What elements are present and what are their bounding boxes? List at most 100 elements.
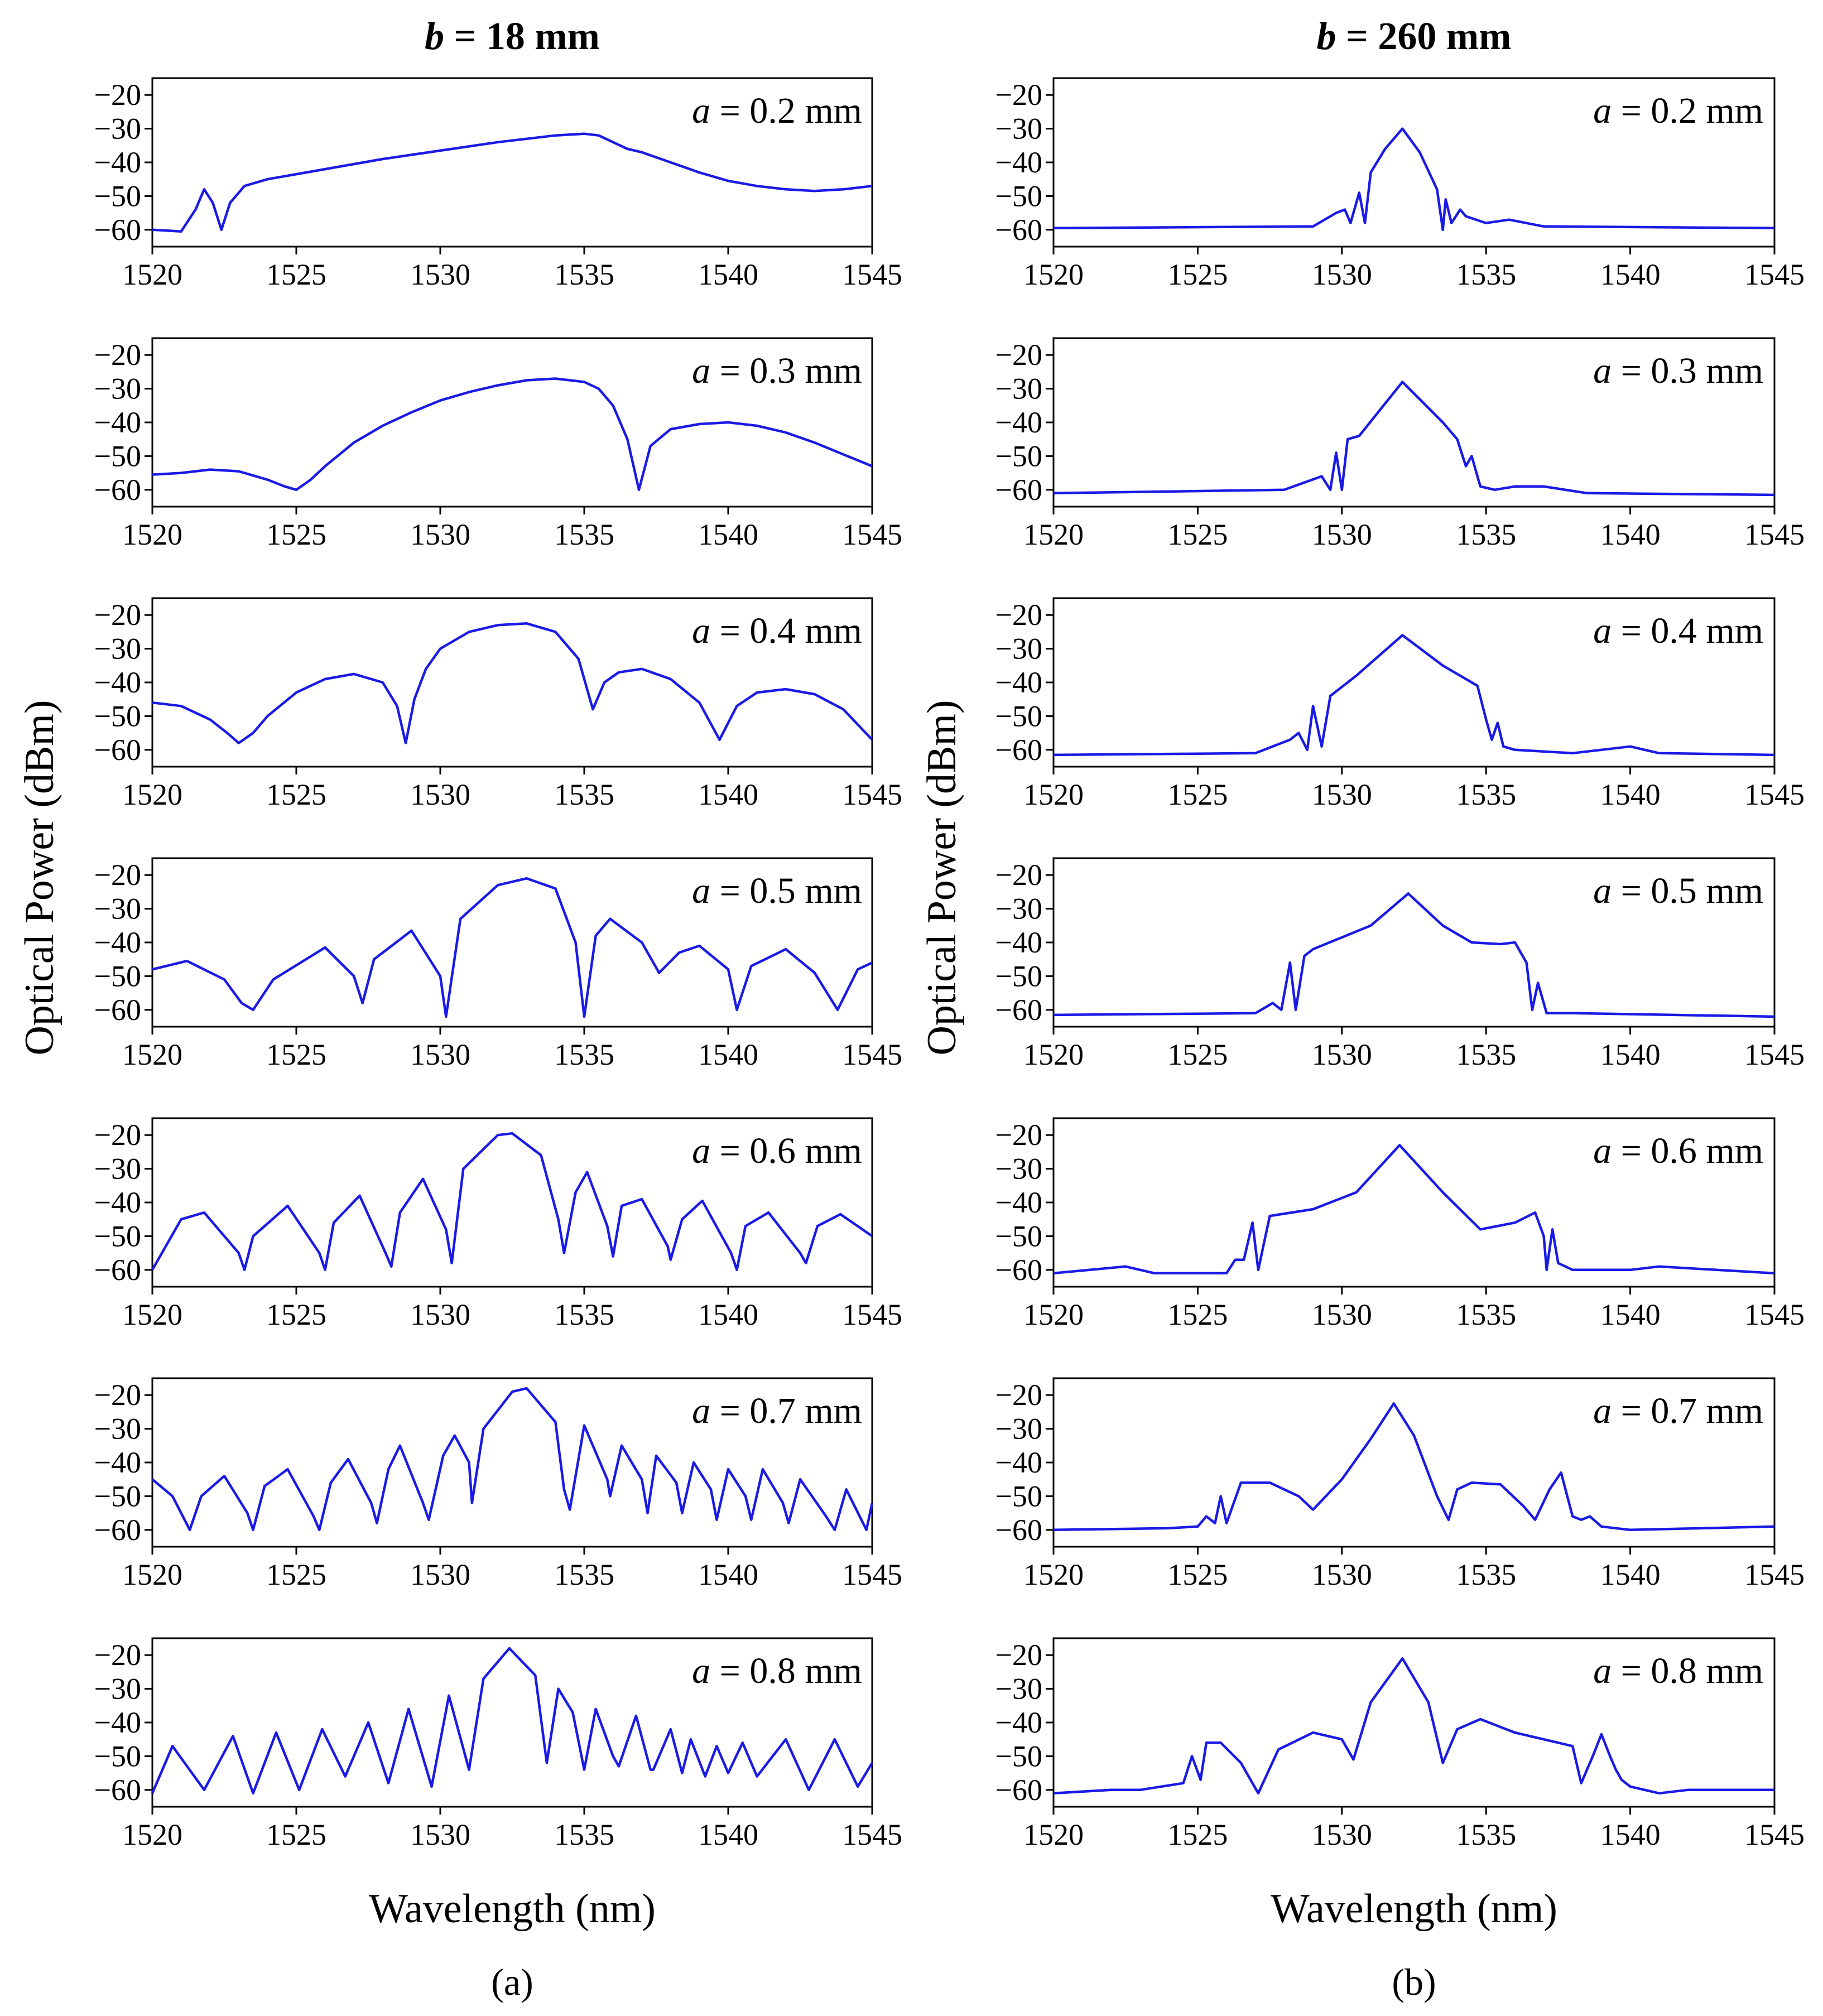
y-tick-label: −60 (995, 1773, 1042, 1807)
y-tick-label: −50 (995, 1739, 1042, 1773)
subplot-label: a = 0.3 mm (1593, 350, 1763, 391)
x-tick-label: 1545 (842, 518, 902, 551)
y-tick-label: −20 (995, 78, 1042, 112)
y-tick-label: −20 (995, 338, 1042, 372)
y-tick-label: −40 (94, 1706, 141, 1739)
series-line (152, 622, 873, 744)
subplot-label: a = 0.5 mm (692, 870, 862, 911)
y-tick-label: −60 (94, 1513, 141, 1547)
x-tick-label: 1545 (1744, 518, 1805, 551)
subplot-variable: a (692, 1390, 710, 1431)
y-tick-label: −20 (94, 1638, 141, 1672)
y-tick-label: −20 (94, 858, 141, 892)
subplot-value: = 0.5 mm (1612, 870, 1763, 911)
subplot-value: = 0.3 mm (1612, 350, 1763, 391)
y-tick-label: −40 (94, 1446, 141, 1479)
x-axis-title: Wavelength (nm) (369, 1886, 656, 1932)
x-tick-label: 1535 (554, 518, 614, 551)
x-tick-label: 1520 (1023, 1558, 1084, 1591)
subplot-variable: a (692, 1651, 710, 1691)
subplot-label: a = 0.7 mm (692, 1390, 862, 1431)
y-tick-label: −40 (94, 926, 141, 959)
series-line (152, 377, 873, 492)
x-tick-label: 1540 (698, 778, 758, 811)
subplot-variable: a (692, 1130, 710, 1171)
x-tick-label: 1530 (1312, 258, 1372, 291)
x-tick-label: 1535 (554, 1038, 614, 1071)
panel-label: (b) (1392, 1961, 1436, 2003)
x-tick-label: 1520 (1023, 1298, 1084, 1331)
y-tick-label: −30 (995, 632, 1042, 666)
x-tick-label: 1525 (266, 518, 326, 551)
subplot: −60−50−40−30−20 1520 1525 1530 1535 1540 1545 a… (94, 597, 902, 811)
series-line (151, 1132, 873, 1272)
x-tick-label: 1535 (1456, 1558, 1516, 1591)
subplot: −60−50−40−30−20 1520 1525 1530 1535 1540 1545 a… (94, 1377, 902, 1591)
y-tick-label: −30 (94, 1672, 141, 1706)
subplot-variable: a (1593, 870, 1612, 911)
x-tick-label: 1545 (1744, 1298, 1805, 1331)
y-tick-label: −50 (995, 959, 1042, 993)
x-tick-label: 1535 (1456, 258, 1516, 291)
series-line (1053, 1144, 1775, 1275)
y-tick-label: −30 (94, 112, 141, 146)
subplot-variable: a (692, 870, 710, 911)
y-tick-label: −40 (995, 146, 1042, 179)
subplot-label: a = 0.2 mm (692, 90, 862, 131)
x-tick-label: 1520 (1023, 1818, 1084, 1851)
x-tick-label: 1545 (1744, 1038, 1805, 1071)
subplot-value: = 0.8 mm (1612, 1651, 1763, 1691)
subplot: −60−50−40−30−20 1520 1525 1530 1535 1540 1545 a… (94, 77, 902, 291)
subplot-value: = 0.6 mm (1612, 1130, 1763, 1171)
subplot-variable: a (1593, 90, 1612, 131)
subplot-value: = 0.3 mm (710, 350, 862, 391)
subplot-variable: a (1593, 610, 1612, 651)
column-title: b = 18 mm (425, 15, 600, 58)
x-tick-label: 1530 (410, 1298, 470, 1331)
subplot: −60−50−40−30−20 1520 1525 1530 1535 1540 1545 a… (995, 597, 1805, 811)
subplot-value: = 0.8 mm (710, 1651, 862, 1691)
x-tick-label: 1535 (554, 778, 614, 811)
subplot: −60−50−40−30−20 1520 1525 1530 1535 1540 1545 a… (94, 337, 902, 551)
subplot: −60−50−40−30−20 1520 1525 1530 1535 1540 1545 a… (995, 337, 1805, 551)
series-line (152, 132, 873, 233)
x-tick-label: 1540 (1600, 1558, 1661, 1591)
y-tick-label: −50 (995, 439, 1042, 473)
subplot-variable: a (692, 90, 710, 131)
x-tick-label: 1525 (1167, 1818, 1228, 1851)
x-tick-label: 1530 (1312, 1818, 1372, 1851)
x-tick-label: 1535 (1456, 1298, 1516, 1331)
title-value: = 18 mm (444, 15, 600, 58)
series-line (1053, 127, 1775, 232)
subplot-variable: a (692, 610, 710, 651)
series-line (151, 1647, 873, 1795)
x-tick-label: 1520 (122, 778, 182, 811)
x-tick-label: 1530 (410, 518, 470, 551)
y-tick-label: −50 (995, 699, 1042, 733)
y-tick-label: −60 (94, 993, 141, 1027)
subplot: −60−50−40−30−20 1520 1525 1530 1535 1540 1545 a… (995, 77, 1805, 291)
x-tick-label: 1540 (698, 1298, 758, 1331)
x-tick-label: 1525 (1167, 258, 1228, 291)
series-line (151, 1387, 874, 1532)
y-tick-label: −50 (995, 1219, 1042, 1253)
subplot-variable: a (1593, 1390, 1612, 1431)
y-axis-title-right: Optical Power (dBm) (919, 700, 965, 1055)
x-tick-label: 1520 (122, 1038, 182, 1071)
y-tick-label: −60 (94, 473, 141, 507)
x-tick-label: 1545 (1744, 1818, 1805, 1851)
x-tick-label: 1535 (554, 258, 614, 291)
y-tick-label: −30 (94, 632, 141, 666)
x-tick-label: 1540 (698, 1818, 758, 1851)
y-tick-label: −40 (995, 926, 1042, 959)
x-tick-label: 1520 (1023, 778, 1084, 811)
subplot: −60−50−40−30−20 1520 1525 1530 1535 1540 1545 a… (94, 857, 902, 1071)
y-tick-label: −20 (94, 1378, 141, 1412)
x-tick-label: 1530 (410, 1558, 470, 1591)
y-tick-label: −40 (94, 406, 141, 439)
y-tick-label: −60 (995, 473, 1042, 507)
y-tick-label: −60 (94, 1773, 141, 1807)
x-tick-label: 1540 (698, 258, 758, 291)
